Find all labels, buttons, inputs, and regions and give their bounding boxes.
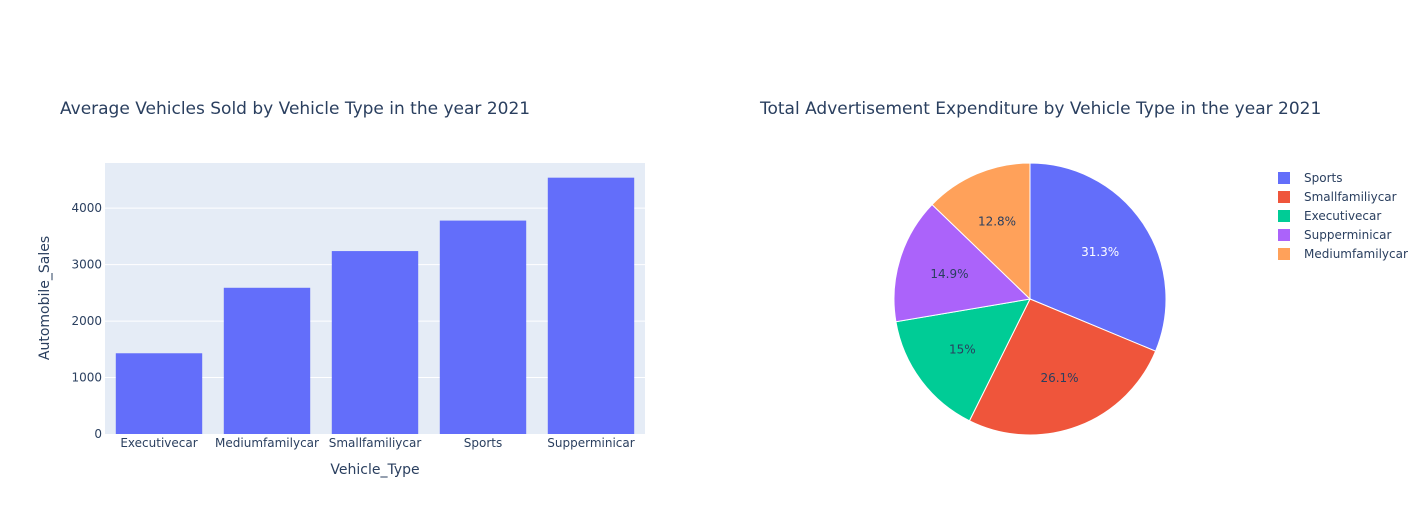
- bar-supperminicar[interactable]: [547, 177, 635, 434]
- pie-slice-executivecar[interactable]: [895, 298, 1031, 422]
- bar-sports[interactable]: [439, 220, 527, 434]
- legend-swatch: [1278, 229, 1290, 241]
- bar-y-tick-label: 2000: [71, 314, 102, 328]
- pie-slice-sports[interactable]: [1029, 162, 1167, 352]
- pie-slice-label: 14.9%: [930, 267, 968, 281]
- bar-x-tick-label: Smallfamiliycar: [329, 436, 422, 450]
- legend-swatch: [1278, 210, 1290, 222]
- bar-x-tick-labels: Executivecar Mediumfamilycar Smallfamiliyc…: [120, 436, 634, 450]
- pie-chart-title: Total Advertisement Expenditure by Vehic…: [759, 99, 1321, 119]
- bar-smallfamiliycar[interactable]: [331, 251, 419, 434]
- pie-slice-label: 31.3%: [1081, 245, 1119, 259]
- bar-chart: Average Vehicles Sold by Vehicle Type in…: [37, 99, 645, 478]
- pie-slice-label: 15%: [949, 342, 976, 356]
- legend-swatch: [1278, 172, 1290, 184]
- legend-label: Mediumfamilycar: [1304, 247, 1408, 261]
- bar-y-tick-label: 4000: [71, 201, 102, 215]
- bar-y-tick-label: 1000: [71, 371, 102, 385]
- pie-chart: Total Advertisement Expenditure by Vehic…: [759, 99, 1408, 436]
- legend-label: Supperminicar: [1304, 228, 1391, 242]
- bar-x-tick-label: Executivecar: [120, 436, 197, 450]
- bar-y-tick-label: 0: [94, 427, 102, 441]
- bar-mediumfamilycar[interactable]: [223, 287, 311, 434]
- legend-label: Executivecar: [1304, 209, 1381, 223]
- bar-chart-title: Average Vehicles Sold by Vehicle Type in…: [60, 99, 530, 119]
- legend-item-mediumfamilycar[interactable]: Mediumfamilycar: [1278, 247, 1408, 261]
- pie-slice-smallfamiliycar[interactable]: [968, 298, 1157, 436]
- pie-slice-label: 12.8%: [978, 214, 1016, 228]
- legend-swatch: [1278, 248, 1290, 260]
- pie-legend[interactable]: Sports Smallfamiliycar Executivecar Supperm…: [1278, 171, 1408, 261]
- pie-slice-supperminicar[interactable]: [893, 203, 1032, 323]
- bar-x-tick-label: Sports: [464, 436, 502, 450]
- bar-y-tick-labels: 0 1000 2000 3000 4000: [71, 201, 102, 441]
- pie-slice-labels: 31.3% 26.1% 15% 14.9% 12.8%: [930, 214, 1119, 385]
- legend-label: Sports: [1304, 171, 1342, 185]
- bar-executivecar[interactable]: [115, 353, 203, 434]
- legend-item-sports[interactable]: Sports: [1278, 171, 1342, 185]
- bar-x-tick-label: Supperminicar: [547, 436, 634, 450]
- pie-slices: [893, 162, 1167, 436]
- legend-item-supperminicar[interactable]: Supperminicar: [1278, 228, 1391, 242]
- bar-x-tick-label: Mediumfamilycar: [215, 436, 319, 450]
- bar-x-axis-title: Vehicle_Type: [330, 462, 419, 478]
- legend-item-smallfamiliycar[interactable]: Smallfamiliycar: [1278, 190, 1397, 204]
- legend-swatch: [1278, 191, 1290, 203]
- legend-item-executivecar[interactable]: Executivecar: [1278, 209, 1381, 223]
- legend-label: Smallfamiliycar: [1304, 190, 1397, 204]
- bar-series: [115, 177, 635, 434]
- pie-slice-mediumfamilycar[interactable]: [931, 162, 1031, 301]
- bar-y-axis-title: Automobile_Sales: [37, 236, 53, 360]
- bar-y-tick-label: 3000: [71, 258, 102, 272]
- pie-slice-label: 26.1%: [1040, 371, 1078, 385]
